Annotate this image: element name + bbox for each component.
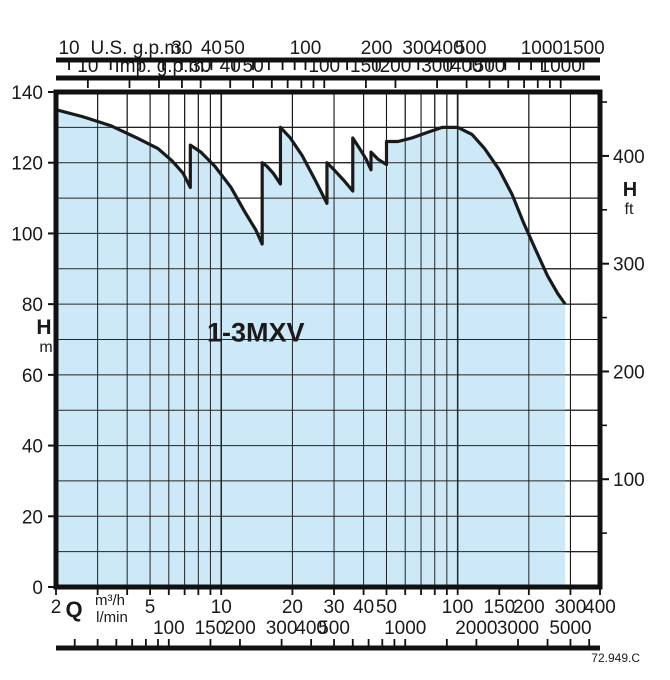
right-axis-tick-label: 400 [613, 147, 645, 168]
q-axis-unit-lmin: l/min [96, 609, 128, 626]
top-primary-tick-label: 50 [224, 38, 245, 59]
top-primary-tick-label: 300 [402, 38, 434, 59]
plot-frame [53, 89, 603, 590]
top-primary-tick-label: 500 [455, 38, 487, 59]
top-primary-tick-label: 40 [201, 38, 222, 59]
drawing-code-label: 72.949.C [591, 651, 640, 665]
operating-field-fill [56, 109, 566, 587]
left-axis-symbol: H [36, 316, 51, 339]
bottom-secondary-tick-label: 100 [153, 618, 185, 639]
left-axis-unit: m [39, 339, 52, 356]
right-axis-symbol: H [623, 179, 637, 201]
right-axis-unit: ft [625, 201, 634, 218]
left-axis-tick-label: 20 [22, 507, 43, 528]
top-primary-tick-label: 1500 [562, 38, 604, 59]
top-primary-axis-unit: U.S. g.p.m. [90, 38, 185, 59]
right-axis-tick-label: 300 [613, 255, 645, 276]
left-axis-tick-label: 140 [11, 83, 43, 104]
top-primary-tick-label: 200 [361, 38, 393, 59]
right-axis-tick-label: 100 [613, 470, 645, 491]
series-label: 1-3MXV [207, 317, 305, 347]
bottom-secondary-tick-label: 500 [318, 618, 350, 639]
left-axis-tick-label: 60 [22, 366, 43, 387]
q-axis-unit-m3h: m³/h [95, 592, 125, 609]
bottom-secondary-tick-label: 5000 [549, 618, 591, 639]
top-primary-tick-label: 100 [290, 38, 322, 59]
bottom-axis-tick-label: 400 [584, 597, 616, 618]
bottom-axis-tick-label: 40 [353, 597, 374, 618]
bottom-axis-tick-label: 10 [211, 597, 232, 618]
right-axis-tick-label: 200 [613, 362, 645, 383]
bottom-axis-tick-label: 150 [483, 597, 515, 618]
bottom-secondary-tick-label: 3000 [497, 618, 539, 639]
q-axis-symbol: Q [65, 597, 82, 622]
top-primary-tick-label: 30 [171, 38, 192, 59]
bottom-axis-tick-label: 50 [376, 597, 397, 618]
performance-envelope-curve [55, 108, 567, 306]
top-primary-tick-label: 10 [58, 38, 79, 59]
left-axis-tick-label: 100 [11, 224, 43, 245]
top-primary-tick-label: 400 [432, 38, 464, 59]
bottom-axis-tick-label: 5 [145, 597, 156, 618]
bottom-axis-tick-label: 30 [323, 597, 344, 618]
bottom-axis-tick-label: 20 [282, 597, 303, 618]
bottom-axis-tick-label: 300 [555, 597, 587, 618]
left-axis-tick-label: 40 [22, 437, 43, 458]
bottom-axis-tick-label: 2 [51, 597, 62, 618]
bottom-secondary-tick-label: 2000 [455, 618, 497, 639]
bottom-secondary-tick-label: 400 [295, 618, 327, 639]
bottom-secondary-tick-label: 1000 [384, 618, 426, 639]
left-axis-tick-label: 0 [32, 578, 43, 599]
bottom-axis-tick-label: 200 [513, 597, 545, 618]
bottom-secondary-tick-label: 300 [266, 618, 298, 639]
left-axis-tick-label: 120 [11, 154, 43, 175]
bottom-secondary-tick-label: 200 [224, 618, 256, 639]
left-axis-tick-label: 80 [22, 295, 43, 316]
bottom-secondary-tick-label: 150 [195, 618, 227, 639]
top-primary-tick-label: 1000 [521, 38, 563, 59]
bottom-axis-tick-label: 100 [442, 597, 474, 618]
